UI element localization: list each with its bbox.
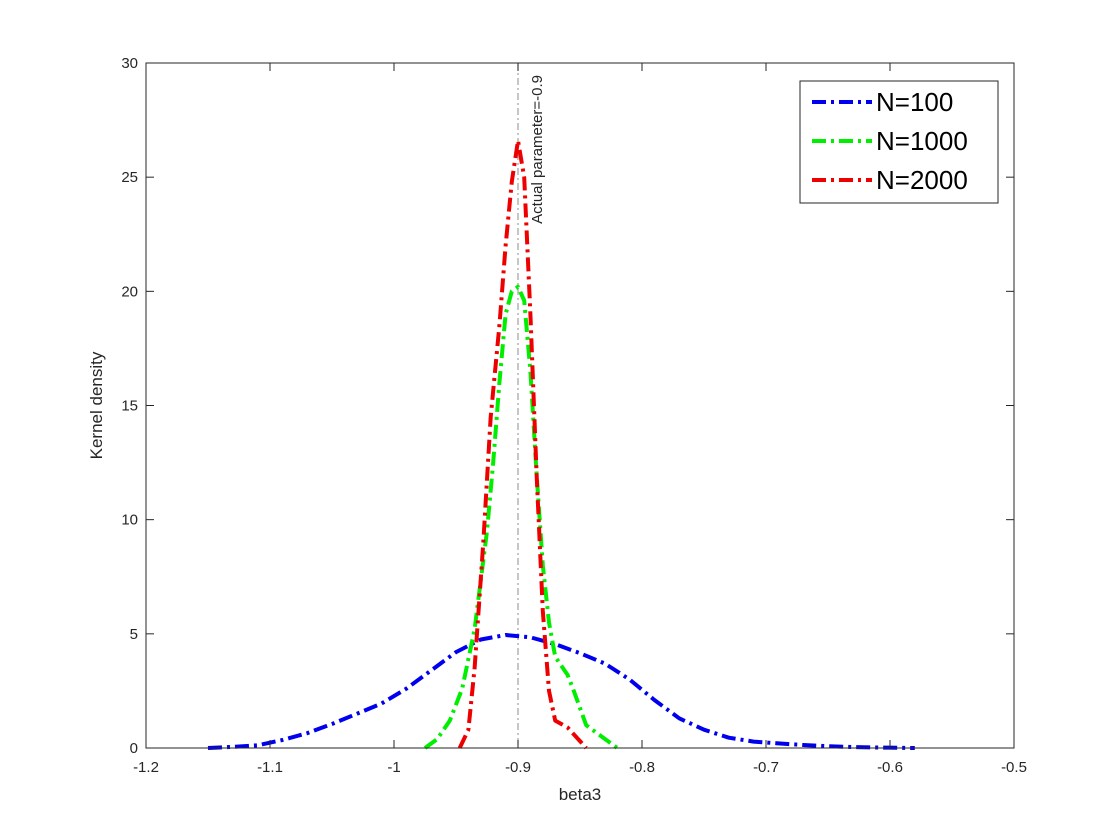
x-tick-label: -0.9 [505, 759, 531, 776]
x-tick-label: -0.5 [1001, 759, 1027, 776]
series-line-n-1000 [423, 284, 619, 750]
y-tick-label: 25 [121, 169, 138, 186]
y-tick-label: 10 [121, 512, 138, 529]
y-tick-label: 30 [121, 55, 138, 72]
x-axis-label: beta3 [559, 785, 602, 804]
y-tick-label: 20 [121, 283, 138, 300]
y-axis-label: Kernel density [87, 351, 106, 459]
series-layer [207, 138, 915, 750]
x-tick-label: -0.8 [629, 759, 655, 776]
x-tick-label: -1 [387, 759, 400, 776]
legend-label: N=1000 [876, 126, 968, 156]
legend: N=100 N=1000 N=2000 [799, 80, 999, 204]
axis-layer: -1.2 -1.1 -1 -0.9 -0.8 -0.7 -0.6 -0.5 0 5 10 15 20 25… [121, 55, 1027, 776]
series-line-n-2000 [457, 138, 588, 750]
legend-label: N=2000 [876, 165, 968, 195]
y-tick-label: 0 [130, 740, 138, 757]
legend-label: N=100 [876, 87, 953, 117]
x-tick-label: -0.6 [877, 759, 903, 776]
x-tick-label: -1.1 [257, 759, 283, 776]
series-line-n-100 [207, 633, 915, 750]
reference-line-label: Actual parameter=-0.9 [529, 75, 546, 224]
x-tick-label: -0.7 [753, 759, 779, 776]
y-tick-label: 15 [121, 398, 138, 415]
y-tick-label: 5 [130, 626, 138, 643]
x-tick-label: -1.2 [133, 759, 159, 776]
